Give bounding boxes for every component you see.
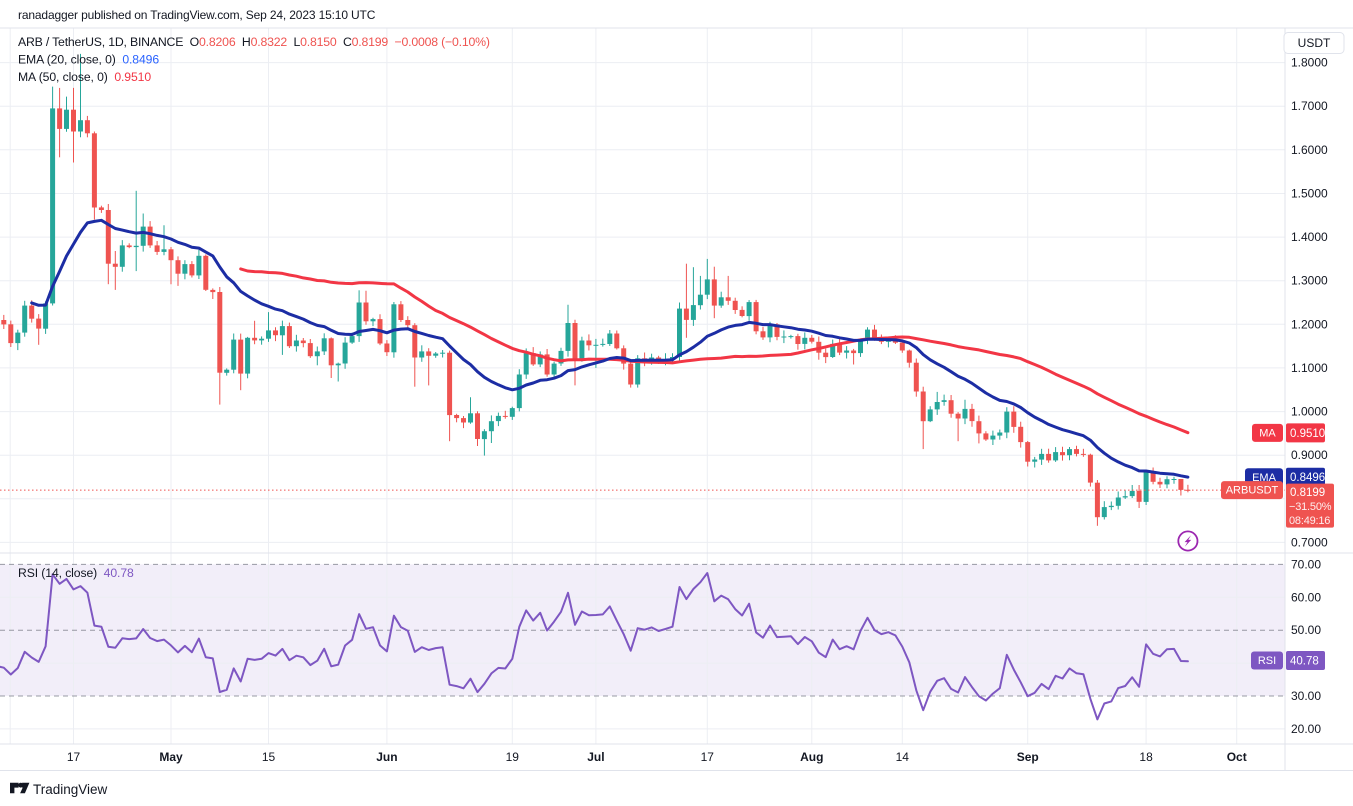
- svg-text:15: 15: [262, 750, 276, 764]
- svg-text:1.6000: 1.6000: [1291, 143, 1328, 157]
- svg-text:18: 18: [1139, 750, 1153, 764]
- svg-text:0.9000: 0.9000: [1291, 448, 1328, 462]
- svg-text:RSI: RSI: [1258, 655, 1276, 667]
- svg-text:30.00: 30.00: [1291, 689, 1321, 703]
- svg-text:TradingView: TradingView: [33, 782, 108, 797]
- svg-text:70.00: 70.00: [1291, 557, 1321, 571]
- svg-text:Jul: Jul: [587, 750, 604, 764]
- svg-text:14: 14: [896, 750, 910, 764]
- svg-text:08:49:16: 08:49:16: [1289, 515, 1330, 527]
- svg-text:17: 17: [67, 750, 81, 764]
- svg-text:1.3000: 1.3000: [1291, 274, 1328, 288]
- svg-text:1.8000: 1.8000: [1291, 56, 1328, 70]
- svg-text:20.00: 20.00: [1291, 722, 1321, 736]
- svg-text:Sep: Sep: [1017, 750, 1039, 764]
- svg-text:1.1000: 1.1000: [1291, 361, 1328, 375]
- svg-text:MA (50, close, 0) 0.9510: MA (50, close, 0) 0.9510: [18, 70, 151, 84]
- svg-text:60.00: 60.00: [1291, 590, 1321, 604]
- svg-text:0.8199: 0.8199: [1290, 487, 1325, 499]
- svg-text:1.7000: 1.7000: [1291, 99, 1328, 113]
- svg-text:19: 19: [506, 750, 520, 764]
- svg-text:ARB / TetherUS, 1D, BINANCE O: ARB / TetherUS, 1D, BINANCE O0.8206 H0.8…: [18, 35, 490, 49]
- svg-text:1.4000: 1.4000: [1291, 230, 1328, 244]
- svg-text:May: May: [159, 750, 183, 764]
- svg-text:1.2000: 1.2000: [1291, 317, 1328, 331]
- svg-text:−31.50%: −31.50%: [1289, 501, 1332, 513]
- svg-text:EMA (20, close, 0) 0.8496: EMA (20, close, 0) 0.8496: [18, 53, 159, 67]
- svg-text:17: 17: [701, 750, 715, 764]
- svg-text:USDT: USDT: [1298, 36, 1331, 50]
- svg-text:0.9510: 0.9510: [1290, 428, 1325, 440]
- svg-text:0.7000: 0.7000: [1291, 535, 1328, 549]
- svg-text:EMA: EMA: [1252, 472, 1277, 484]
- svg-text:ranadagger published on Tradin: ranadagger published on TradingView.com,…: [18, 8, 376, 22]
- svg-text:1.0000: 1.0000: [1291, 405, 1328, 419]
- svg-text:50.00: 50.00: [1291, 623, 1321, 637]
- svg-text:0.8496: 0.8496: [1290, 472, 1325, 484]
- svg-text:ARBUSDT: ARBUSDT: [1226, 485, 1279, 497]
- svg-text:RSI (14, close) 40.78: RSI (14, close) 40.78: [18, 566, 134, 580]
- svg-text:1.5000: 1.5000: [1291, 187, 1328, 201]
- svg-text:MA: MA: [1259, 428, 1276, 440]
- svg-text:Aug: Aug: [800, 750, 823, 764]
- svg-text:Jun: Jun: [376, 750, 397, 764]
- svg-text:40.78: 40.78: [1290, 656, 1319, 668]
- svg-text:Oct: Oct: [1227, 750, 1247, 764]
